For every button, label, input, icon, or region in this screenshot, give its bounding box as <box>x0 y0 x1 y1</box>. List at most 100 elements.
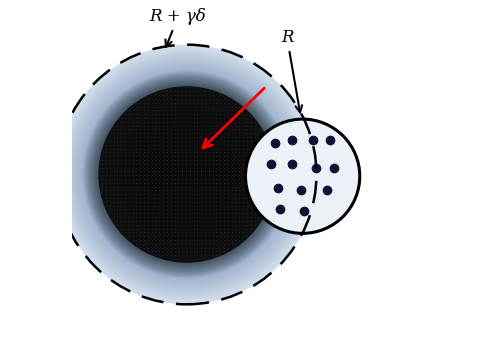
Point <box>136 146 144 151</box>
Point <box>213 222 220 228</box>
Point <box>232 192 240 197</box>
Point <box>213 226 220 231</box>
Circle shape <box>140 128 233 221</box>
Point <box>109 153 117 159</box>
Point <box>155 127 163 132</box>
Point <box>213 207 220 212</box>
Point <box>133 165 140 170</box>
Point <box>182 131 190 136</box>
Point <box>178 142 186 148</box>
Point <box>144 96 152 102</box>
Point <box>228 111 236 117</box>
Point <box>247 180 255 186</box>
Point <box>102 169 110 174</box>
Point <box>144 237 152 243</box>
Point <box>235 172 243 178</box>
Point <box>186 153 193 159</box>
Point <box>201 241 209 246</box>
Point <box>136 123 144 128</box>
Circle shape <box>182 169 192 180</box>
Point <box>178 233 186 239</box>
Point <box>148 138 156 144</box>
Point <box>133 214 140 220</box>
Point <box>98 188 106 193</box>
Point <box>178 127 186 132</box>
Point <box>152 138 160 144</box>
Point <box>228 172 236 178</box>
Point <box>109 199 117 205</box>
Point <box>186 195 193 201</box>
Point <box>209 248 217 254</box>
Point <box>167 142 175 148</box>
Point <box>167 172 175 178</box>
Circle shape <box>185 173 188 176</box>
Point <box>250 188 258 193</box>
Point <box>121 180 129 186</box>
Point <box>125 199 133 205</box>
Point <box>228 192 236 197</box>
Point <box>170 169 178 174</box>
Point <box>129 115 136 121</box>
Point <box>228 176 236 182</box>
Point <box>155 138 163 144</box>
Point <box>125 226 133 231</box>
Point <box>182 218 190 224</box>
Point <box>170 184 178 190</box>
Point <box>121 230 129 235</box>
Point <box>117 138 125 144</box>
Point <box>201 134 209 140</box>
Point <box>109 172 117 178</box>
Point <box>163 222 171 228</box>
Point <box>193 199 201 205</box>
Point <box>129 165 136 170</box>
Point <box>117 131 125 136</box>
Point <box>113 127 121 132</box>
Point <box>258 165 266 170</box>
Point <box>106 199 114 205</box>
Point <box>121 188 129 193</box>
Point <box>190 241 197 246</box>
Circle shape <box>161 149 213 200</box>
Point <box>228 188 236 193</box>
Circle shape <box>105 93 269 256</box>
Point <box>133 115 140 121</box>
Point <box>197 89 205 94</box>
Point <box>217 157 224 163</box>
Point <box>224 199 232 205</box>
Point <box>121 184 129 190</box>
Point <box>163 192 171 197</box>
Point <box>178 256 186 262</box>
Point <box>163 184 171 190</box>
Point <box>258 131 266 136</box>
Point <box>243 214 251 220</box>
Point <box>186 176 193 182</box>
Point <box>174 233 182 239</box>
Point <box>133 176 140 182</box>
Point <box>125 172 133 178</box>
Point <box>133 127 140 132</box>
Point <box>224 127 232 132</box>
Point <box>167 127 175 132</box>
Point <box>129 203 136 208</box>
Point <box>193 150 201 155</box>
Point <box>197 245 205 250</box>
Point <box>136 210 144 216</box>
Point <box>144 127 152 132</box>
Point <box>155 214 163 220</box>
Point <box>148 123 156 128</box>
Point <box>213 123 220 128</box>
Point <box>155 199 163 205</box>
Point <box>170 176 178 182</box>
Point <box>178 96 186 102</box>
Point <box>136 188 144 193</box>
Point <box>167 237 175 243</box>
Point <box>182 222 190 228</box>
Point <box>129 150 136 155</box>
Point <box>174 115 182 121</box>
Point <box>247 115 255 121</box>
Point <box>205 207 213 212</box>
Point <box>140 180 148 186</box>
Text: R + γδ: R + γδ <box>150 8 206 47</box>
Circle shape <box>166 154 207 195</box>
Point <box>182 184 190 190</box>
